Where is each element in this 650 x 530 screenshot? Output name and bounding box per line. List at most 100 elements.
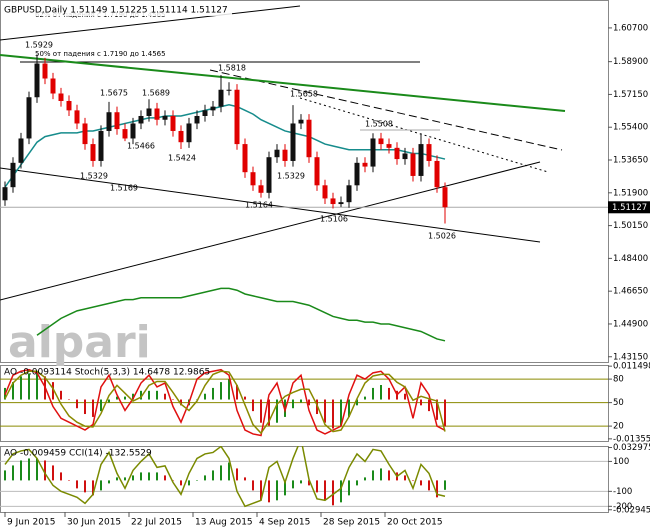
- histogram-bar: [412, 480, 414, 481]
- x-tick-label: 20 Oct 2015: [387, 518, 443, 528]
- histogram-bar: [116, 396, 118, 400]
- histogram-bar: [292, 399, 294, 409]
- histogram-bar: [84, 399, 86, 415]
- trendline: [0, 167, 541, 243]
- annotation: 1.5329: [80, 172, 108, 181]
- histogram-bar: [188, 480, 190, 486]
- candle-body: [274, 149, 280, 158]
- line: [4, 368, 446, 437]
- candle-body: [58, 93, 64, 101]
- y-tick-label: 1.57150: [613, 90, 648, 100]
- histogram-bar: [308, 480, 310, 486]
- histogram-bar: [76, 480, 78, 489]
- histogram-bar: [260, 399, 262, 423]
- histogram-bar: [220, 465, 222, 481]
- annotation: 1.5658: [290, 90, 318, 99]
- candle-body: [34, 63, 40, 98]
- y-tick-label: 50: [613, 398, 624, 408]
- histogram-bar: [436, 480, 438, 498]
- annotation: 1.5689: [142, 89, 170, 98]
- candle-body: [426, 144, 432, 161]
- candle-body: [114, 112, 120, 130]
- candle-body: [202, 110, 208, 116]
- candle-body: [394, 147, 400, 160]
- histogram-bar: [20, 376, 22, 400]
- histogram-bar: [124, 477, 126, 481]
- candle-body: [418, 144, 424, 176]
- line: [4, 370, 446, 435]
- histogram-bar: [76, 399, 78, 409]
- candle-body: [122, 129, 128, 139]
- candle-body: [266, 157, 272, 193]
- candle-body: [18, 138, 24, 163]
- watermark: alpari: [8, 317, 151, 368]
- candle-body: [282, 149, 288, 161]
- histogram-bar: [356, 399, 358, 406]
- histogram-bar: [12, 465, 14, 481]
- histogram-bar: [180, 399, 182, 406]
- candle-body: [354, 162, 360, 186]
- histogram-bar: [36, 458, 38, 481]
- candle-body: [234, 89, 240, 145]
- histogram-bar: [140, 390, 142, 400]
- candle-body: [338, 202, 344, 205]
- histogram-bar: [100, 480, 102, 491]
- histogram-bar: [252, 399, 254, 412]
- candle-body: [258, 185, 264, 193]
- candle-body: [194, 115, 200, 124]
- histogram-bar: [28, 458, 30, 481]
- histogram-bar: [436, 399, 438, 420]
- histogram-bar: [60, 390, 62, 400]
- y-tick-label: 1.50150: [613, 221, 648, 231]
- candle-body: [322, 185, 328, 199]
- histogram-bar: [172, 399, 174, 401]
- y-tick-label: 1.55400: [613, 123, 648, 133]
- histogram-bar: [444, 399, 446, 427]
- histogram-bar: [68, 399, 70, 401]
- histogram-bar: [444, 480, 446, 490]
- histogram-bar: [428, 480, 430, 491]
- y-tick-label: 1.46650: [613, 287, 648, 297]
- trendlines: [0, 5, 566, 301]
- stoch-plot: [0, 368, 608, 437]
- histogram-bar: [124, 396, 126, 400]
- candle-body: [186, 123, 192, 143]
- histogram-bar: [12, 382, 14, 400]
- histogram-bar: [292, 480, 294, 489]
- histogram-bar: [404, 393, 406, 400]
- annotation: 1.5818: [218, 64, 246, 73]
- histogram-bar: [116, 477, 118, 481]
- fib-label: 50% от падения с 1.7190 до 1.4565: [35, 50, 166, 58]
- candle-body: [178, 130, 184, 143]
- trendline: [0, 161, 541, 301]
- panel-title: AO -0.009459 CCI(14) -132.5529: [4, 449, 152, 459]
- candle-body: [162, 115, 168, 120]
- annotation: 1.5508: [365, 120, 393, 129]
- histogram-bar: [372, 470, 374, 481]
- histogram-bar: [236, 468, 238, 481]
- histogram-bar: [228, 462, 230, 481]
- candle-body: [130, 123, 136, 139]
- x-tick-label: 4 Sep 2015: [259, 518, 310, 528]
- candle-body: [434, 160, 440, 188]
- histogram-bar: [140, 472, 142, 481]
- x-tick-label: 28 Sep 2015: [323, 518, 380, 528]
- histogram-bar: [380, 385, 382, 400]
- trendline: [299, 97, 549, 173]
- candle-body: [170, 115, 176, 131]
- histogram-bar: [276, 480, 278, 501]
- panel-title: AO -0.0093114 Stoch(5,3,3) 14.6478 12.98…: [4, 368, 210, 378]
- candle-body: [26, 97, 32, 139]
- trendline: [0, 5, 301, 41]
- histogram-bar: [68, 480, 70, 481]
- y-tick-label: -0.029459: [613, 505, 650, 515]
- histogram-bar: [340, 480, 342, 503]
- histogram-bar: [284, 480, 286, 496]
- histogram-bar: [388, 387, 390, 400]
- histogram-bar: [356, 480, 358, 486]
- histogram-bar: [52, 382, 54, 400]
- histogram-bar: [420, 480, 422, 486]
- y-tick-label: -100: [613, 487, 632, 497]
- histogram-bar: [84, 480, 86, 493]
